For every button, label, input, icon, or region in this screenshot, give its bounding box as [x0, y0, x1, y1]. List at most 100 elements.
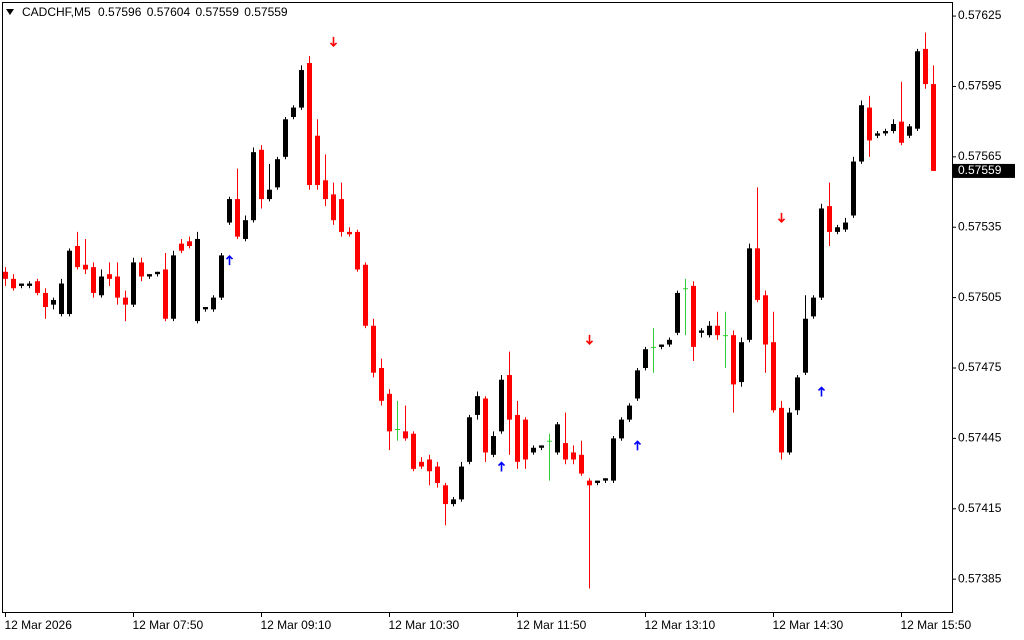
candle-body	[115, 276, 120, 298]
candle-body	[443, 485, 448, 505]
candle-body	[563, 443, 568, 460]
header-low: 0.57559	[195, 5, 239, 19]
candle-body	[155, 271, 160, 275]
candle-body	[19, 283, 24, 286]
candle-body	[891, 124, 896, 132]
candle-body	[651, 346, 656, 348]
plot-frame	[2, 2, 953, 613]
candle-body	[763, 295, 768, 345]
candle-body	[507, 375, 512, 420]
candle-body	[91, 267, 96, 293]
x-tick-label: 12 Mar 13:10	[645, 618, 716, 632]
y-tick-label: 0.57565	[958, 149, 1002, 163]
candle-body	[195, 238, 200, 322]
signal-arrow	[497, 461, 506, 472]
candle-body	[915, 51, 920, 129]
candle-body	[531, 447, 536, 453]
candle-body	[547, 440, 552, 442]
candle-body	[619, 419, 624, 439]
y-tick-label: 0.57445	[958, 431, 1002, 445]
candle-body	[795, 377, 800, 411]
candle-body	[75, 246, 80, 268]
candle-body	[243, 220, 248, 239]
candle-body	[435, 466, 440, 483]
candle-body	[59, 283, 64, 315]
y-tick-label: 0.57625	[958, 8, 1002, 22]
candle-body	[843, 222, 848, 230]
candle-body	[451, 499, 456, 505]
candle-body	[203, 307, 208, 310]
candle-body	[603, 478, 608, 481]
candle-body	[491, 436, 496, 455]
y-tick-label: 0.57415	[958, 501, 1002, 515]
candle-body	[787, 412, 792, 453]
candle-body	[275, 159, 280, 188]
x-tick-label: 12 Mar 07:50	[133, 618, 204, 632]
candle-body	[315, 135, 320, 185]
candle-body	[227, 199, 232, 223]
candle-body	[35, 281, 40, 293]
candle-body	[523, 419, 528, 460]
candle-body	[379, 368, 384, 401]
candle-body	[667, 339, 672, 345]
candle-body	[411, 433, 416, 469]
signal-arrow	[585, 334, 594, 345]
x-tick-label: 12 Mar 11:50	[517, 618, 587, 632]
header-open: 0.57596	[98, 5, 142, 19]
candle-body	[163, 269, 168, 319]
candle-body	[803, 318, 808, 373]
signal-arrow	[817, 386, 826, 397]
candle-body	[387, 393, 392, 432]
candle-body	[187, 241, 192, 246]
candle-body	[307, 63, 312, 185]
candle-body	[291, 107, 296, 117]
candle-body	[683, 288, 688, 290]
candle-body	[403, 431, 408, 439]
candle-body	[755, 248, 760, 300]
price-label-bg	[953, 163, 1015, 178]
candle-body	[51, 299, 56, 305]
candle-body	[347, 231, 352, 235]
candle-body	[467, 417, 472, 462]
candle-body	[483, 398, 488, 453]
candle-body	[595, 480, 600, 483]
candle-body	[539, 445, 544, 448]
candle-body	[899, 121, 904, 143]
candle-body	[587, 480, 592, 486]
candle-body	[83, 264, 88, 270]
candle-body	[643, 349, 648, 368]
price-label: 0.57559	[958, 163, 1002, 177]
candle-body	[211, 297, 216, 310]
candle-body	[635, 370, 640, 399]
candle-body	[611, 438, 616, 481]
candle-body	[859, 105, 864, 162]
candle-body	[923, 48, 928, 85]
header: CADCHF,M5 0.57596 0.57604 0.57559 0.5755…	[22, 5, 288, 19]
candle-body	[355, 231, 360, 270]
candle-body	[699, 330, 704, 333]
candle-body	[99, 276, 104, 296]
candle-body	[475, 396, 480, 415]
y-tick-label: 0.57385	[958, 571, 1002, 585]
candle-body	[827, 206, 832, 232]
candle-body	[627, 405, 632, 420]
candle-body	[499, 379, 504, 432]
candle-body	[147, 274, 152, 277]
candle-body	[771, 342, 776, 411]
y-tick-label: 0.57595	[958, 79, 1002, 93]
symbol: CADCHF,M5	[22, 5, 91, 19]
candle-body	[43, 292, 48, 307]
menu-triangle[interactable]	[6, 9, 14, 15]
y-tick-label: 0.57535	[958, 219, 1002, 233]
candle-body	[251, 152, 256, 221]
candle-body	[219, 255, 224, 298]
candle-body	[835, 227, 840, 232]
candle-body	[267, 189, 272, 200]
candle-body	[819, 208, 824, 298]
x-tick-label: 12 Mar 2026	[5, 618, 73, 632]
candle-body	[747, 248, 752, 340]
candle-body	[339, 199, 344, 232]
candle-body	[363, 264, 368, 326]
